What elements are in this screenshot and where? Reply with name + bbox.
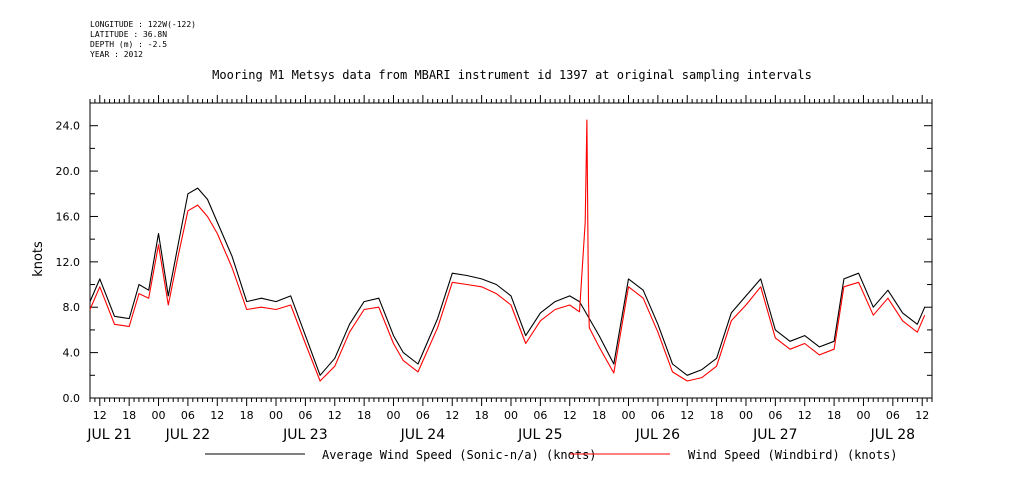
metadata-block: LONGITUDE : 122W(-122) LATITUDE : 36.8N … (90, 20, 196, 60)
meta-longitude: LONGITUDE : 122W(-122) (90, 20, 196, 29)
y-tick-label: 12.0 (56, 256, 81, 269)
x-day-label: JUL 28 (870, 427, 915, 443)
y-tick-label: 8.0 (63, 301, 81, 314)
x-hour-label: 18 (592, 409, 606, 422)
x-hour-label: 18 (122, 409, 136, 422)
x-hour-label: 12 (210, 409, 224, 422)
x-day-label: JUL 25 (517, 427, 562, 443)
x-hour-label: 00 (152, 409, 166, 422)
x-day-label: JUL 24 (400, 427, 446, 443)
x-hour-label: 06 (533, 409, 547, 422)
y-tick-label: 24.0 (56, 120, 81, 133)
x-hour-label: 06 (651, 409, 665, 422)
y-axis-label: knots (31, 241, 46, 277)
x-hour-label: 06 (181, 409, 195, 422)
x-hour-label: 12 (328, 409, 342, 422)
x-hour-label: 18 (475, 409, 489, 422)
x-hour-label: 12 (93, 409, 107, 422)
x-hour-label: 06 (416, 409, 430, 422)
y-tick-label: 16.0 (56, 210, 81, 223)
series-lines (89, 119, 926, 382)
meta-latitude: LATITUDE : 36.8N (90, 30, 168, 39)
meta-year: YEAR : 2012 (90, 50, 143, 59)
meta-depth: DEPTH (m) : -2.5 (90, 40, 168, 49)
x-hour-label: 06 (298, 409, 312, 422)
x-hour-label: 12 (798, 409, 812, 422)
x-hour-label: 00 (856, 409, 870, 422)
x-hour-label: 18 (240, 409, 254, 422)
plot-frame (89, 102, 933, 399)
x-hour-label: 12 (680, 409, 694, 422)
x-hour-label: 18 (710, 409, 724, 422)
x-hour-label: 00 (387, 409, 401, 422)
y-tick-label: 4.0 (63, 347, 81, 360)
x-hour-label: 12 (915, 409, 929, 422)
x-day-label: JUL 26 (635, 427, 681, 443)
x-hour-label: 00 (739, 409, 753, 422)
x-hour-label: 18 (827, 409, 841, 422)
axes: 0.0 4.0 8.0 12.0 16.0 20.0 24.0 12 18 00 06 12 18 00 0… (56, 95, 933, 443)
chart-title: Mooring M1 Metsys data from MBARI instru… (212, 68, 812, 82)
legend: Average Wind Speed (Sonic-n/a) (knots) W… (205, 448, 898, 462)
x-hour-label: 18 (357, 409, 371, 422)
series-line-windbird (89, 119, 926, 382)
x-day-label: JUL 23 (282, 427, 327, 443)
x-hour-label: 00 (621, 409, 635, 422)
x-day-label: JUL 27 (752, 427, 797, 443)
x-hour-label: 06 (768, 409, 782, 422)
x-hour-label: 06 (886, 409, 900, 422)
legend-label-average: Average Wind Speed (Sonic-n/a) (knots) (322, 448, 597, 462)
y-tick-label: 20.0 (56, 165, 81, 178)
series-line-average (89, 187, 926, 376)
x-hour-label: 12 (563, 409, 577, 422)
x-hour-label: 00 (504, 409, 518, 422)
x-hour-label: 12 (445, 409, 459, 422)
y-tick-label: 0.0 (63, 392, 81, 405)
legend-label-windbird: Wind Speed (Windbird) (knots) (688, 448, 898, 462)
x-day-label: JUL 22 (165, 427, 210, 443)
x-day-label: JUL 21 (86, 427, 131, 443)
x-hour-label: 00 (269, 409, 283, 422)
